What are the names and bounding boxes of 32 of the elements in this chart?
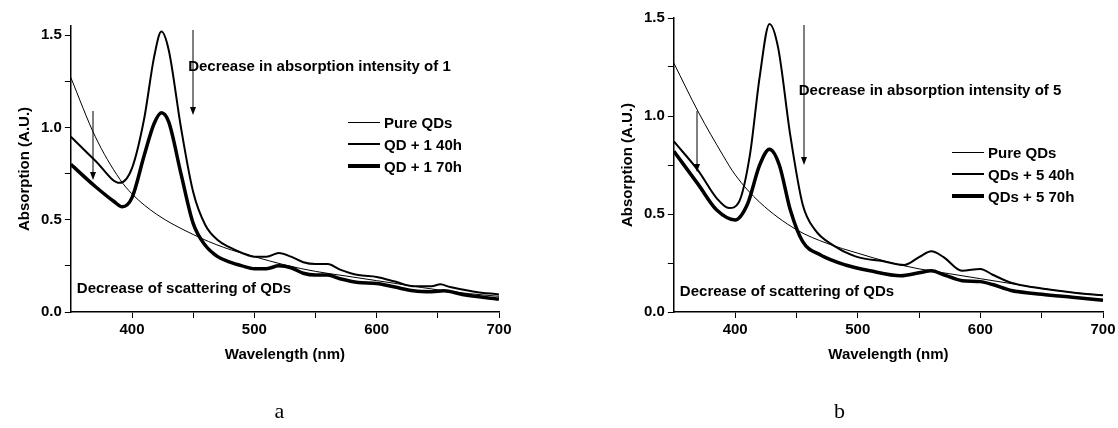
annotation: Decrease in absorption intensity of 1 <box>188 56 451 74</box>
x-tick-label: 700 <box>1090 320 1116 338</box>
y-tick-label: 1.5 <box>643 8 665 26</box>
y-tick-label: 0.0 <box>643 302 665 320</box>
text: a <box>273 398 286 424</box>
y-tick-label: 0.0 <box>40 302 62 320</box>
x-tick-label: 500 <box>241 320 267 338</box>
legend-label: QDs + 5 70h <box>988 187 1075 205</box>
legend-label: QD + 1 70h <box>384 157 462 175</box>
y-tick-label: 1.5 <box>40 25 62 43</box>
legend-label: Pure QDs <box>988 143 1057 161</box>
x-axis-title: Wavelength (nm) <box>828 345 949 363</box>
x-tick-label: 500 <box>845 320 871 338</box>
legend-label: QD + 1 40h <box>384 135 462 153</box>
y-tick-label: 0.5 <box>643 204 665 222</box>
x-axis-title: Wavelength (nm) <box>224 345 346 363</box>
x-tick-label: 700 <box>486 320 512 338</box>
x-tick-label: 400 <box>722 320 748 338</box>
y-tick-label: 0.5 <box>40 209 62 227</box>
y-tick-label: 1.0 <box>40 117 62 135</box>
annotation: Decrease of scattering of QDs <box>679 282 895 300</box>
y-axis-title: Absorption (A.U.) <box>15 106 33 232</box>
x-tick-label: 600 <box>967 320 993 338</box>
text: b <box>833 398 846 424</box>
legend-label: QDs + 5 40h <box>988 165 1075 183</box>
x-tick-label: 600 <box>364 320 390 338</box>
x-tick-label: 400 <box>119 320 145 338</box>
y-tick-label: 1.0 <box>643 106 665 124</box>
legend-label: Pure QDs <box>384 113 453 131</box>
y-axis-title: Absorption (A.U.) <box>618 102 636 228</box>
annotation: Decrease in absorption intensity of 5 <box>798 80 1062 98</box>
annotation: Decrease of scattering of QDs <box>76 279 292 297</box>
